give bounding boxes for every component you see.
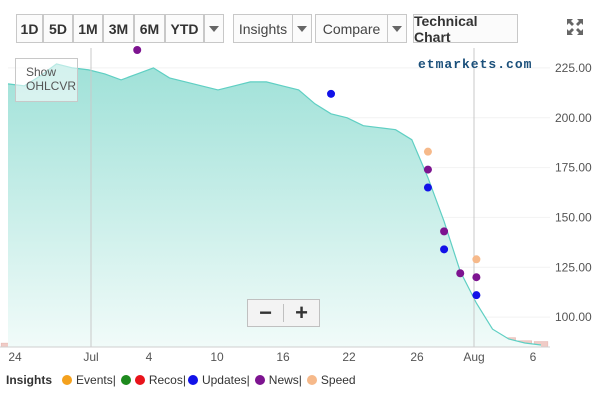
event-marker-news <box>440 227 449 236</box>
insights-button[interactable]: Insights <box>233 14 293 43</box>
x-tick-label: Jul <box>83 350 98 364</box>
chart-toolbar: 1D 5D 1M 3M 6M YTD Insights Compare Tech… <box>0 0 600 48</box>
range-ytd-button[interactable]: YTD <box>165 14 204 43</box>
fullscreen-icon[interactable] <box>565 17 585 37</box>
chevron-down-icon <box>392 25 402 32</box>
zoom-control: − + <box>247 299 320 327</box>
events-dot-icon <box>62 375 73 385</box>
zoom-in-button[interactable]: + <box>295 300 308 325</box>
legend-item-news[interactable]: News| <box>254 373 302 387</box>
x-tick-label: 24 <box>8 350 22 364</box>
legend-item-recos[interactable]: Recos| <box>120 373 186 387</box>
x-tick-label: 10 <box>210 350 224 364</box>
chevron-down-icon <box>297 25 307 32</box>
compare-button[interactable]: Compare <box>315 14 388 43</box>
event-marker-updates <box>472 291 481 300</box>
insights-legend: Insights Events| Recos| Updates| News| S… <box>6 370 361 390</box>
more-ranges-dropdown[interactable] <box>204 14 224 43</box>
x-tick-label: 26 <box>410 350 424 364</box>
legend-item-speed[interactable]: Speed <box>306 373 356 387</box>
x-tick-label: 6 <box>530 350 537 364</box>
show-ohlcvr-toggle[interactable]: Show OHLCVR <box>15 58 78 102</box>
recos-sell-dot-icon <box>134 375 145 385</box>
x-tick-label: Aug <box>463 350 484 364</box>
event-marker-news <box>423 165 432 174</box>
chevron-down-icon <box>209 25 219 32</box>
legend-title: Insights <box>6 373 53 387</box>
compare-dropdown[interactable] <box>387 14 407 43</box>
x-tick-label: 16 <box>276 350 290 364</box>
range-3m-button[interactable]: 3M <box>103 14 134 43</box>
x-tick-label: 4 <box>146 350 153 364</box>
updates-dot-icon <box>187 375 198 385</box>
insights-dropdown[interactable] <box>292 14 312 43</box>
y-tick-label: 125.00 <box>555 260 592 274</box>
legend-item-events[interactable]: Events| <box>62 373 116 387</box>
event-marker-news <box>456 269 465 278</box>
x-tick-label: 22 <box>342 350 356 364</box>
price-area <box>8 63 541 348</box>
y-tick-label: 150.00 <box>555 210 592 224</box>
legend-label: Speed <box>320 373 356 387</box>
brand-watermark: etmarkets.com <box>418 57 533 72</box>
y-tick-label: 100.00 <box>555 310 592 324</box>
range-5d-button[interactable]: 5D <box>43 14 73 43</box>
y-tick-label: 200.00 <box>555 111 592 125</box>
legend-label: Recos| <box>148 373 186 387</box>
range-1d-button[interactable]: 1D <box>16 14 43 43</box>
event-marker-news <box>472 273 481 282</box>
y-tick-label: 225.00 <box>555 61 592 75</box>
legend-label: Updates| <box>201 373 250 387</box>
legend-label: Events| <box>76 373 116 387</box>
news-dot-icon <box>254 375 265 385</box>
legend-item-updates[interactable]: Updates| <box>187 373 250 387</box>
technical-chart-button[interactable]: Technical Chart <box>413 13 518 45</box>
event-marker-speed <box>472 255 481 264</box>
legend-label: News| <box>268 373 302 387</box>
event-marker-updates <box>423 183 432 192</box>
range-6m-button[interactable]: 6M <box>134 14 165 43</box>
range-1m-button[interactable]: 1M <box>73 14 103 43</box>
event-marker-updates <box>327 89 336 98</box>
zoom-divider <box>283 304 284 322</box>
y-tick-label: 175.00 <box>555 161 592 175</box>
event-marker-speed <box>423 147 432 156</box>
price-line <box>7 63 542 346</box>
zoom-out-button[interactable]: − <box>259 300 272 325</box>
speed-dot-icon <box>306 375 317 385</box>
recos-buy-dot-icon <box>120 375 131 385</box>
event-marker-updates <box>440 245 449 254</box>
event-marker-news <box>133 45 142 54</box>
